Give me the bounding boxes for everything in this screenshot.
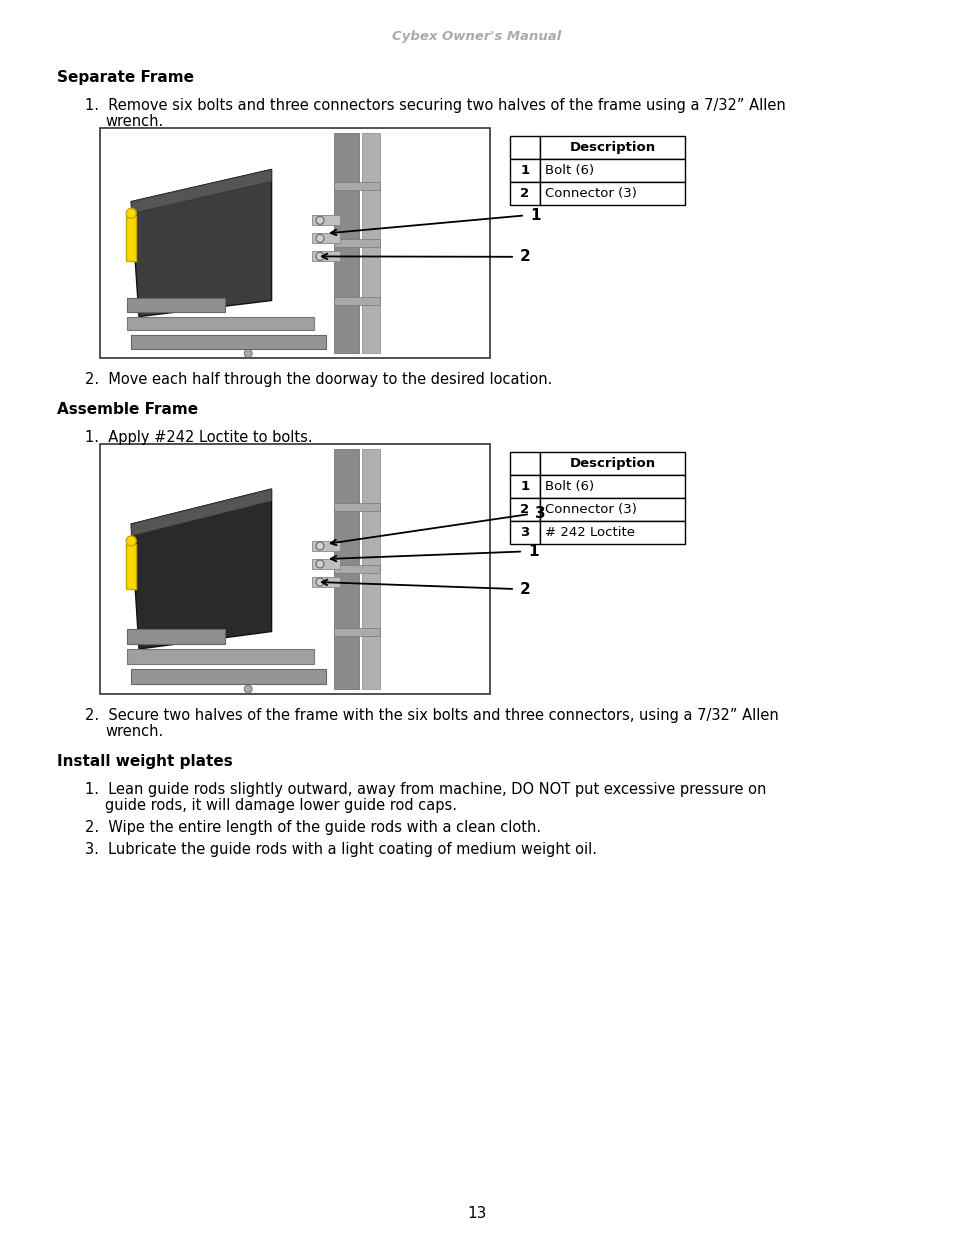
- Bar: [126, 216, 136, 262]
- Text: Connector (3): Connector (3): [544, 186, 637, 200]
- Text: Connector (3): Connector (3): [544, 503, 637, 516]
- Bar: [334, 503, 379, 510]
- Text: Install weight plates: Install weight plates: [57, 755, 233, 769]
- Bar: [334, 564, 379, 573]
- Bar: [362, 450, 379, 689]
- Bar: [334, 296, 379, 305]
- Text: 2: 2: [520, 503, 529, 516]
- Bar: [126, 543, 136, 589]
- Polygon shape: [132, 489, 272, 536]
- Polygon shape: [127, 650, 314, 664]
- Text: 1: 1: [530, 207, 540, 222]
- Bar: [539, 452, 684, 475]
- Text: 2: 2: [519, 582, 530, 597]
- Bar: [539, 159, 684, 182]
- Bar: [312, 252, 339, 262]
- Bar: [312, 215, 339, 226]
- Circle shape: [315, 578, 324, 585]
- Polygon shape: [132, 489, 272, 650]
- Text: 1: 1: [520, 480, 529, 493]
- Polygon shape: [132, 669, 326, 684]
- Circle shape: [244, 350, 252, 357]
- Bar: [510, 182, 539, 205]
- Bar: [334, 450, 359, 689]
- Text: 1: 1: [527, 543, 537, 559]
- Bar: [312, 577, 339, 587]
- Polygon shape: [127, 298, 225, 312]
- Text: 3: 3: [519, 526, 529, 538]
- Text: Cybex Owner's Manual: Cybex Owner's Manual: [392, 30, 561, 43]
- Text: # 242 Loctite: # 242 Loctite: [544, 526, 635, 538]
- Text: Bolt (6): Bolt (6): [544, 164, 594, 177]
- Polygon shape: [127, 316, 314, 331]
- Bar: [510, 498, 539, 521]
- Text: 2: 2: [519, 249, 530, 264]
- Circle shape: [315, 559, 324, 568]
- Bar: [312, 541, 339, 551]
- Text: 1: 1: [520, 164, 529, 177]
- Bar: [334, 627, 379, 636]
- Circle shape: [244, 685, 252, 693]
- Bar: [539, 475, 684, 498]
- Bar: [539, 136, 684, 159]
- Text: 2.  Move each half through the doorway to the desired location.: 2. Move each half through the doorway to…: [85, 372, 552, 387]
- Text: 2.  Secure two halves of the frame with the six bolts and three connectors, usin: 2. Secure two halves of the frame with t…: [85, 708, 778, 722]
- Text: 1.  Remove six bolts and three connectors securing two halves of the frame using: 1. Remove six bolts and three connectors…: [85, 98, 785, 112]
- Polygon shape: [132, 335, 326, 348]
- Text: guide rods, it will damage lower guide rod caps.: guide rods, it will damage lower guide r…: [105, 798, 456, 813]
- Text: Bolt (6): Bolt (6): [544, 480, 594, 493]
- Bar: [539, 182, 684, 205]
- Bar: [362, 133, 379, 353]
- Text: wrench.: wrench.: [105, 114, 163, 128]
- Text: Separate Frame: Separate Frame: [57, 70, 193, 85]
- Text: Assemble Frame: Assemble Frame: [57, 403, 198, 417]
- Text: 1.  Apply #242 Loctite to bolts.: 1. Apply #242 Loctite to bolts.: [85, 430, 313, 445]
- Bar: [539, 498, 684, 521]
- Circle shape: [126, 536, 136, 546]
- Polygon shape: [132, 169, 272, 214]
- Bar: [100, 128, 490, 358]
- Bar: [334, 133, 359, 353]
- Bar: [510, 159, 539, 182]
- Circle shape: [315, 542, 324, 550]
- Text: Description: Description: [569, 141, 655, 154]
- Bar: [510, 136, 539, 159]
- Bar: [510, 521, 539, 543]
- Text: wrench.: wrench.: [105, 724, 163, 739]
- Circle shape: [126, 209, 136, 219]
- Bar: [334, 182, 379, 189]
- Bar: [510, 475, 539, 498]
- Circle shape: [315, 235, 324, 242]
- Bar: [539, 521, 684, 543]
- Text: 2.  Wipe the entire length of the guide rods with a clean cloth.: 2. Wipe the entire length of the guide r…: [85, 820, 540, 835]
- Text: 3.  Lubricate the guide rods with a light coating of medium weight oil.: 3. Lubricate the guide rods with a light…: [85, 842, 597, 857]
- Bar: [312, 559, 339, 569]
- Bar: [312, 233, 339, 243]
- Bar: [100, 445, 490, 694]
- Text: 13: 13: [467, 1205, 486, 1220]
- Circle shape: [315, 252, 324, 261]
- Text: Description: Description: [569, 457, 655, 471]
- Text: 2: 2: [520, 186, 529, 200]
- Circle shape: [315, 216, 324, 225]
- Text: 1.  Lean guide rods slightly outward, away from machine, DO NOT put excessive pr: 1. Lean guide rods slightly outward, awa…: [85, 782, 765, 797]
- Polygon shape: [132, 169, 272, 316]
- Bar: [510, 452, 539, 475]
- Text: 3: 3: [535, 506, 545, 521]
- Polygon shape: [127, 629, 225, 643]
- Bar: [334, 240, 379, 247]
